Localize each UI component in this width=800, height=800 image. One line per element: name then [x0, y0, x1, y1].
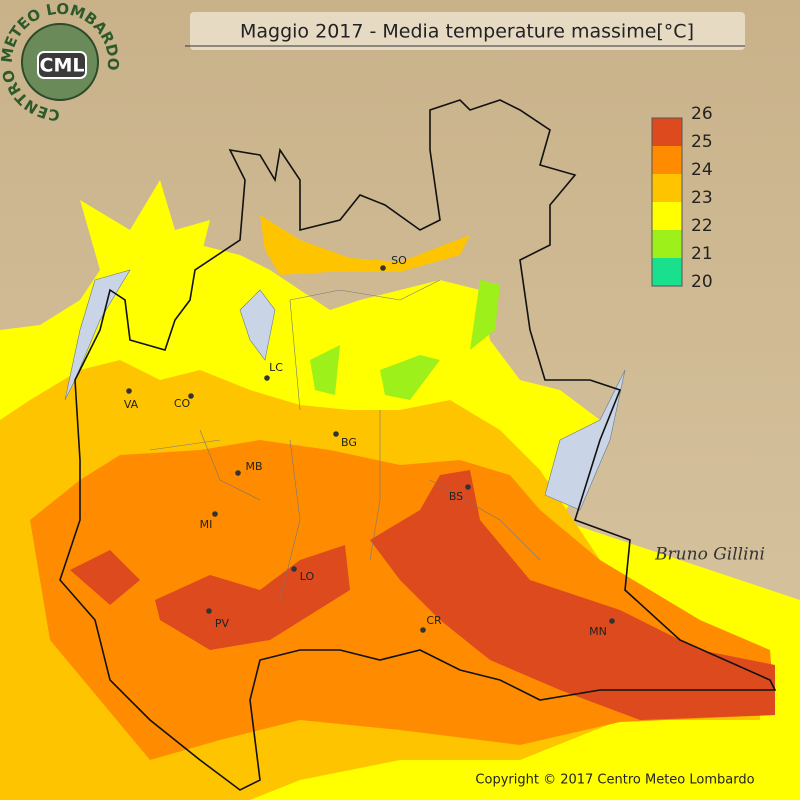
legend-label: 22	[691, 216, 713, 236]
legend-label: 21	[691, 244, 713, 264]
cities: SO VA CO LC BG MB MI BS LO PV CR MN	[124, 254, 615, 638]
title: Maggio 2017 - Media temperature massime[…	[240, 21, 694, 43]
region-border	[59, 99, 777, 791]
legend-label: 25	[691, 132, 713, 152]
city-label: MI	[200, 518, 213, 531]
zone-21-22	[310, 280, 500, 400]
legend-label: 24	[691, 160, 713, 180]
logo-badge	[37, 51, 87, 79]
city-dot	[212, 511, 218, 517]
province-borders	[149, 279, 541, 601]
legend-swatch	[652, 230, 682, 258]
city-dot	[264, 375, 270, 381]
legend-frame	[651, 117, 683, 287]
city-label: PV	[215, 617, 230, 630]
copyright: Copyright © 2017 Centro Meteo Lombardo	[475, 773, 754, 788]
city-label: BS	[449, 490, 463, 503]
legend-swatch	[652, 202, 682, 230]
city-label: LC	[269, 361, 283, 374]
city-dot	[333, 431, 339, 437]
title-box	[190, 12, 745, 50]
zone-23-24	[260, 215, 470, 275]
legend-swatch	[652, 258, 682, 286]
city-label: MN	[589, 625, 607, 638]
legend-label: 23	[691, 188, 713, 208]
city-label: LO	[300, 570, 315, 583]
city-label: CO	[174, 397, 191, 410]
zone-22-23	[80, 180, 210, 275]
city-label: BG	[341, 436, 357, 449]
city-dot	[126, 388, 132, 394]
legend-swatch	[652, 174, 682, 202]
legend-label: 26	[691, 104, 713, 124]
city-dot	[609, 618, 615, 624]
city-dot	[465, 484, 471, 490]
legend-swatch	[652, 146, 682, 174]
city-label: CR	[426, 614, 442, 627]
city-dot	[235, 470, 241, 476]
legend-swatch	[652, 118, 682, 146]
city-dot	[291, 566, 297, 572]
city-dot	[188, 393, 194, 399]
city-label: MB	[245, 460, 262, 473]
signature: Bruno Gillini	[654, 545, 765, 565]
zone-25-26	[70, 470, 775, 720]
city-dot	[206, 608, 212, 614]
city-label: SO	[391, 254, 407, 267]
city-dot	[420, 627, 426, 633]
city-dot	[380, 265, 386, 271]
city-label: VA	[124, 398, 139, 411]
legend: 26 25 24 23 22 21 20	[651, 104, 713, 292]
logo-badge-text: CML	[40, 55, 85, 77]
legend-label: 20	[691, 272, 713, 292]
